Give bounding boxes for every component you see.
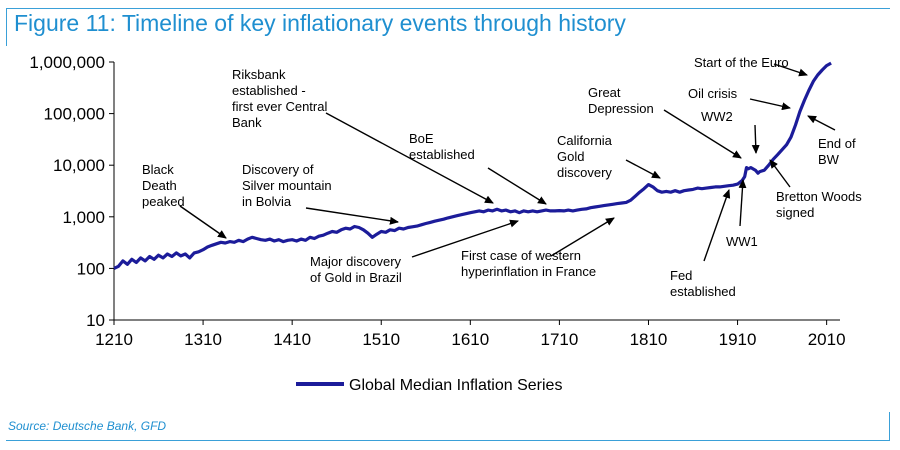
series-line-global-median-inflation <box>113 61 832 270</box>
x-tick-label: 1610 <box>451 330 489 349</box>
arrow-boe <box>487 167 547 205</box>
annotation-arrows <box>179 63 836 262</box>
annotation-california-gold: California Gold discovery <box>557 133 616 180</box>
arrow-end-bw <box>807 115 836 131</box>
arrow-start-euro <box>773 63 808 77</box>
frame-left-rule <box>6 8 7 46</box>
annotation-black-death: Black Death peaked <box>142 162 185 209</box>
legend: Global Median Inflation Series <box>296 377 562 394</box>
y-ticks: 10 100 1,000 10,000 100,000 1,000,000 <box>29 53 114 330</box>
arrow-ww1 <box>738 179 747 227</box>
arrow-great-depression <box>663 109 742 159</box>
annotation-ww2: WW2 <box>701 109 733 124</box>
arrow-gold-brazil <box>411 219 519 258</box>
arrow-oil-crisis <box>749 98 791 111</box>
x-tick-label: 2010 <box>808 330 846 349</box>
x-tick-label: 1810 <box>630 330 668 349</box>
y-tick-label: 100,000 <box>44 105 105 124</box>
y-tick-label: 100 <box>77 259 105 278</box>
annotation-fed: Fed established <box>670 268 736 299</box>
annotation-great-depression: Great Depression <box>588 85 654 116</box>
annotation-bretton-woods: Bretton Woods signed <box>776 189 865 220</box>
annotation-start-euro: Start of the Euro <box>694 55 789 70</box>
annotation-ww1: WW1 <box>726 234 758 249</box>
x-tick-label: 1510 <box>362 330 400 349</box>
annotation-gold-brazil: Major discovery of Gold in Brazil <box>310 254 405 285</box>
x-ticks: 1210 1310 1410 1510 1610 1710 1810 1910 2010 <box>95 320 846 349</box>
annotation-boe: BoE established <box>409 131 475 162</box>
x-tick-label: 1210 <box>95 330 133 349</box>
annotation-labels: Black Death peaked Discovery of Silver m… <box>142 55 865 299</box>
annotation-oil-crisis: Oil crisis <box>688 86 738 101</box>
annotation-france-hyperinflation: First case of western hyperinflation in … <box>461 248 596 279</box>
y-tick-label: 1,000,000 <box>29 53 105 72</box>
arrow-bretton-woods <box>769 159 791 188</box>
arrow-black-death <box>179 205 227 239</box>
frame-bottom-rule <box>6 440 890 441</box>
arrow-ww2 <box>751 124 760 154</box>
frame-right-rule <box>889 412 890 440</box>
inflation-chart: 10 100 1,000 10,000 100,000 1,000,000 1210 131… <box>29 53 865 394</box>
arrow-silver-mountain <box>305 207 399 225</box>
legend-label: Global Median Inflation Series <box>349 377 562 394</box>
arrow-california-gold <box>625 159 661 179</box>
y-tick-label: 10,000 <box>53 156 105 175</box>
figure-title: Figure 11: Timeline of key inflationary … <box>14 10 626 36</box>
y-tick-label: 10 <box>86 311 105 330</box>
annotation-riksbank: Riksbank established - first ever Centra… <box>232 67 331 130</box>
source-note: Source: Deutsche Bank, GFD <box>8 419 167 433</box>
annotation-end-bw: End of BW <box>818 136 859 167</box>
x-tick-label: 1410 <box>273 330 311 349</box>
x-tick-label: 1710 <box>540 330 578 349</box>
arrow-riksbank <box>325 112 494 204</box>
arrow-france-hyperinflation <box>550 217 615 257</box>
x-tick-label: 1310 <box>184 330 222 349</box>
arrow-fed <box>703 189 731 262</box>
y-tick-label: 1,000 <box>62 208 105 227</box>
x-tick-label: 1910 <box>719 330 757 349</box>
frame-top-rule <box>6 8 890 9</box>
annotation-silver-mountain: Discovery of Silver mountain in Bolvia <box>242 162 335 209</box>
